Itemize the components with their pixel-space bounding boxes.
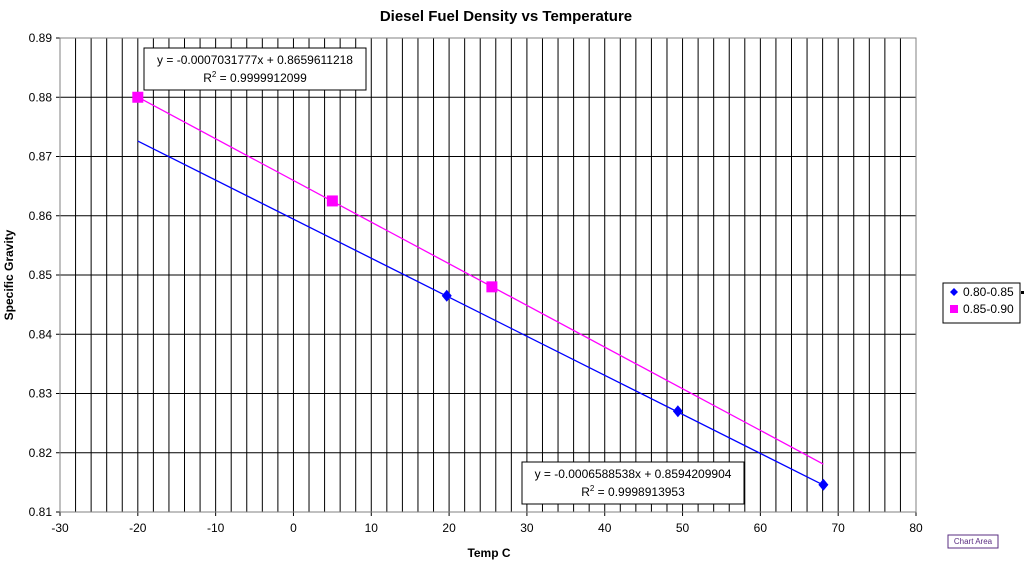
- data-point-0.85-0.90: [326, 195, 338, 207]
- selection-handle[interactable]: [1021, 291, 1024, 294]
- x-tick-label: 20: [442, 521, 456, 535]
- y-axis-label: Specific Gravity: [2, 229, 16, 320]
- x-tick-label: 10: [365, 521, 379, 535]
- legend-square-icon: [950, 305, 958, 313]
- chart-area-label: Chart Area: [954, 537, 993, 546]
- x-tick-label: 50: [676, 521, 690, 535]
- y-tick-label: 0.83: [29, 387, 53, 401]
- r-squared-text-0.80-0.85: R2 = 0.9998913953: [581, 484, 685, 499]
- x-tick-label: -10: [207, 521, 225, 535]
- y-tick-label: 0.88: [29, 90, 53, 104]
- y-tick-label: 0.87: [29, 150, 53, 164]
- y-tick-label: 0.85: [29, 268, 53, 282]
- gridlines: [56, 37, 917, 516]
- x-tick-label: 70: [832, 521, 846, 535]
- equation-text-0.80-0.85: y = -0.0006588538x + 0.8594209904: [535, 467, 732, 481]
- x-tick-label: 80: [909, 521, 923, 535]
- x-axis-label: Temp C: [467, 546, 510, 560]
- data-point-0.80-0.85: [818, 478, 829, 491]
- y-tick-label: 0.82: [29, 446, 53, 460]
- legend-diamond-icon: [950, 288, 958, 296]
- legend-label-0.80-0.85: 0.80-0.85: [963, 285, 1014, 299]
- trendline-0.80-0.85: [137, 140, 824, 486]
- trendline-0.85-0.90: [137, 96, 824, 465]
- x-tick-label: 40: [598, 521, 612, 535]
- x-tick-label: -20: [129, 521, 147, 535]
- trendlines: [137, 96, 824, 486]
- legend-label-0.85-0.90: 0.85-0.90: [963, 302, 1014, 316]
- equation-box-0.85-0.90[interactable]: y = -0.0007031777x + 0.8659611218 R2 = 0…: [143, 47, 367, 91]
- y-tick-label: 0.81: [29, 505, 53, 519]
- data-point-0.80-0.85: [672, 405, 683, 418]
- data-markers: [132, 91, 829, 491]
- legend[interactable]: 0.80-0.85 0.85-0.90: [942, 282, 1021, 324]
- equation-text-0.85-0.90: y = -0.0007031777x + 0.8659611218: [157, 53, 353, 67]
- y-tick-label: 0.86: [29, 209, 53, 223]
- r-squared-text-0.85-0.90: R2 = 0.9999912099: [203, 70, 307, 85]
- data-point-0.85-0.90: [132, 91, 144, 103]
- tick-labels: 0.81 0.82 0.83 0.84 0.85 0.86 0.87 0.88 0.89 -30 -…: [29, 31, 923, 535]
- x-tick-label: 60: [754, 521, 768, 535]
- x-tick-label: 30: [520, 521, 534, 535]
- data-point-0.85-0.90: [486, 281, 498, 293]
- x-tick-label: 0: [290, 521, 297, 535]
- y-tick-label: 0.84: [29, 327, 53, 341]
- chart-title: Diesel Fuel Density vs Temperature: [380, 8, 632, 25]
- y-tick-label: 0.89: [29, 31, 53, 45]
- x-tick-label: -30: [51, 521, 69, 535]
- equation-box-0.80-0.85[interactable]: y = -0.0006588538x + 0.8594209904 R2 = 0…: [521, 461, 745, 505]
- chart-area-tag: Chart Area: [947, 534, 999, 549]
- plot-area-border: [59, 37, 917, 513]
- data-point-0.80-0.85: [441, 289, 452, 302]
